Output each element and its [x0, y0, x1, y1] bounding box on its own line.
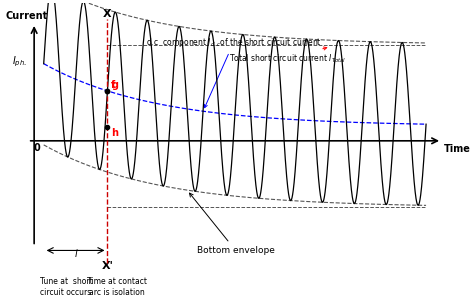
Text: $I_{ph.}$: $I_{ph.}$: [12, 54, 27, 69]
Text: h: h: [111, 128, 118, 138]
Text: Time: Time: [444, 144, 471, 154]
Text: Total short circuit current $I_{Total}$: Total short circuit current $I_{Total}$: [228, 47, 346, 65]
Text: Current: Current: [5, 11, 47, 21]
Text: X': X': [101, 261, 113, 271]
Text: X: X: [103, 9, 112, 19]
Text: d.c  component $I_{d.c}$of the short circuit current: d.c component $I_{d.c}$of the short circ…: [146, 36, 321, 108]
Text: i: i: [74, 249, 77, 259]
Text: Bottom envelope: Bottom envelope: [190, 193, 274, 255]
Text: 0: 0: [34, 144, 40, 153]
Text: Time at contact
arc is isolation: Time at contact arc is isolation: [87, 277, 147, 297]
Text: Tune at  short
circuit occurs: Tune at short circuit occurs: [40, 277, 92, 297]
Text: f: f: [111, 80, 116, 90]
Text: g: g: [111, 80, 118, 90]
Text: Top envelope: Top envelope: [0, 305, 1, 306]
